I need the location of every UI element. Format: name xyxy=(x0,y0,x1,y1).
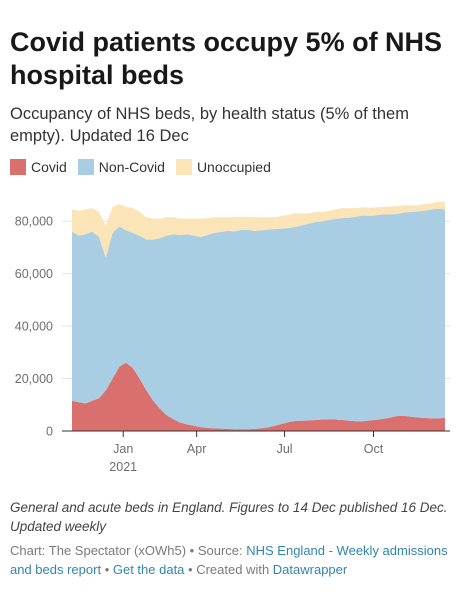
legend-swatch-covid xyxy=(10,159,26,175)
x-tick-label: Jul xyxy=(277,442,293,456)
area-series xyxy=(72,201,445,431)
y-tick-label: 60,000 xyxy=(15,267,53,281)
area-covid xyxy=(72,362,445,431)
get-data-link[interactable]: Get the data xyxy=(112,562,185,577)
datawrapper-link[interactable]: Datawrapper xyxy=(272,562,348,577)
footer-created-with: • Created with xyxy=(184,562,273,577)
x-tick-sublabel: 2021 xyxy=(109,460,137,474)
legend-label-covid: Covid xyxy=(31,159,67,175)
y-tick-label: 40,000 xyxy=(15,320,53,334)
legend-item-non-covid: Non-Covid xyxy=(77,159,165,175)
legend-label-unoccupied: Unoccupied xyxy=(196,159,271,175)
y-tick-label: 0 xyxy=(46,425,53,439)
legend-label-non-covid: Non-Covid xyxy=(98,159,165,175)
area-unoccupied xyxy=(72,201,445,258)
footer-credit: Chart: The Spectator (xOWh5) • Source: xyxy=(10,543,247,558)
chart-notes: General and acute beds in England. Figur… xyxy=(10,500,448,534)
y-tick-label: 80,000 xyxy=(15,215,53,229)
chart-title: Covid patients occupy 5% of NHS hospital… xyxy=(10,27,443,90)
legend-item-covid: Covid xyxy=(10,159,67,175)
legend-swatch-unoccupied xyxy=(175,159,192,175)
area-non-covid xyxy=(72,208,445,430)
x-tick-label: Apr xyxy=(187,442,206,456)
y-tick-label: 20,000 xyxy=(15,372,53,386)
x-axis: Jan 2021 Apr Jul Oct xyxy=(62,430,450,474)
legend: Covid Non-Covid Unoccupied xyxy=(10,159,282,175)
source-link[interactable]: NHS England - Weekly admissions and beds… xyxy=(10,543,448,577)
chart-subtitle: Occupancy of NHS beds, by health status … xyxy=(10,105,409,145)
x-tick-label: Jan xyxy=(113,442,133,456)
legend-swatch-non-covid xyxy=(77,159,94,175)
footer-separator: • xyxy=(101,562,113,577)
chart-footer: Chart: The Spectator (xOWh5) • Source: N… xyxy=(10,541,455,579)
x-tick-label: Oct xyxy=(364,442,384,456)
legend-item-unoccupied: Unoccupied xyxy=(175,159,271,175)
stacked-area-chart: 0 20,000 40,000 60,000 80,000 Jan 2021 Apr Jul O… xyxy=(15,201,450,474)
y-axis: 0 20,000 40,000 60,000 80,000 xyxy=(15,215,53,439)
